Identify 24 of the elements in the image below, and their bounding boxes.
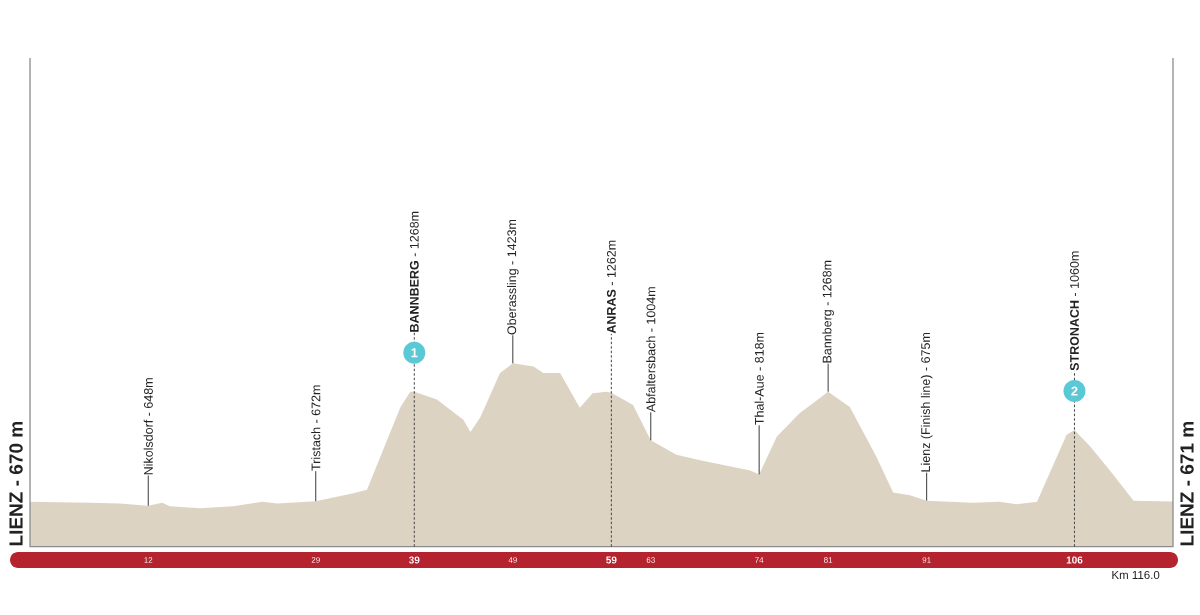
- x-tick-label: 39: [408, 556, 420, 564]
- ref-line-label: STRONACH - 1060m: [1070, 251, 1079, 371]
- x-tick-label: 74: [755, 557, 764, 563]
- annotation: Tristach - 672m: [311, 385, 321, 471]
- ref-line-label: BANNBERG - 1268m: [409, 211, 419, 332]
- annotation: Nikolsdorf - 648m: [143, 378, 153, 475]
- x-tick-label: 12: [144, 557, 153, 563]
- annotation: Bannberg - 1268m: [822, 260, 834, 363]
- x-tick-label: 63: [646, 557, 655, 563]
- x-tick-label: 29: [311, 557, 320, 563]
- ref-line-label: ANRAS - 1262m: [606, 240, 616, 334]
- x-tick-label: 49: [508, 557, 517, 563]
- x-tick-label: 91: [922, 557, 931, 563]
- annotation: Lienz (Finish line) - 675m: [920, 332, 933, 472]
- annotation: 2: [1071, 386, 1078, 396]
- annotation: LIENZ - 671 m: [1180, 422, 1194, 546]
- annotation: 1: [411, 348, 418, 358]
- annotation: Thal-Aue - 818m: [754, 332, 764, 425]
- x-tick-label: 106: [1066, 556, 1083, 564]
- x-tick-label: 81: [824, 557, 833, 563]
- x-tick-label: 59: [606, 556, 617, 564]
- annotation: Oberassling - 1423m: [506, 219, 519, 335]
- x-axis-title: Km 116.0: [1112, 570, 1160, 580]
- annotation: Abfaltersbach - 1004m: [646, 287, 656, 413]
